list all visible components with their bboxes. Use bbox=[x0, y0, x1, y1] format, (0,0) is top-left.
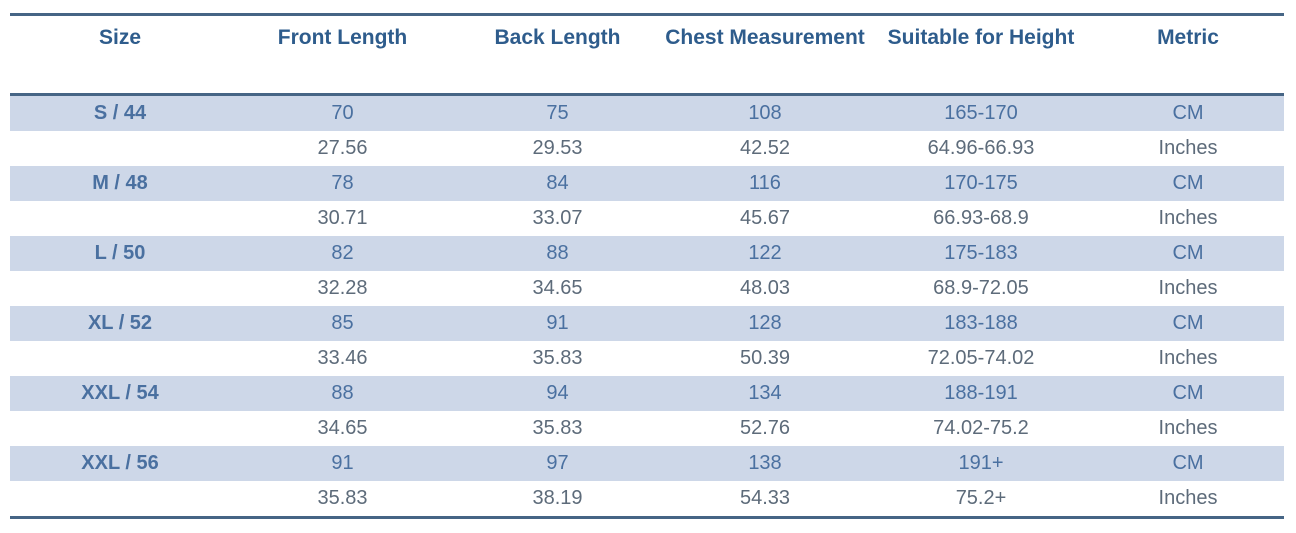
cell-size: L / 50 bbox=[10, 236, 230, 271]
cell-chest: 54.33 bbox=[660, 481, 870, 518]
cell-metric: CM bbox=[1092, 94, 1284, 131]
cell-front: 34.65 bbox=[230, 411, 455, 446]
cell-chest: 50.39 bbox=[660, 341, 870, 376]
cell-chest: 52.76 bbox=[660, 411, 870, 446]
cell-front: 30.71 bbox=[230, 201, 455, 236]
cell-height: 72.05-74.02 bbox=[870, 341, 1092, 376]
cell-back: 34.65 bbox=[455, 271, 660, 306]
table-row: XXL / 56 91 97 138 191+ CM bbox=[10, 446, 1284, 481]
column-header-chest-measurement: Chest Measurement bbox=[660, 14, 870, 96]
cell-chest: 48.03 bbox=[660, 271, 870, 306]
cell-size: S / 44 bbox=[10, 94, 230, 131]
cell-size: XXL / 54 bbox=[10, 376, 230, 411]
column-header-metric: Metric bbox=[1092, 14, 1284, 96]
cell-height: 191+ bbox=[870, 446, 1092, 481]
table-row: L / 50 82 88 122 175-183 CM bbox=[10, 236, 1284, 271]
column-header-back-length: Back Length bbox=[455, 14, 660, 96]
cell-chest: 45.67 bbox=[660, 201, 870, 236]
cell-height: 68.9-72.05 bbox=[870, 271, 1092, 306]
cell-metric: Inches bbox=[1092, 341, 1284, 376]
cell-front: 27.56 bbox=[230, 131, 455, 166]
cell-front: 85 bbox=[230, 306, 455, 341]
table-row: XXL / 54 88 94 134 188-191 CM bbox=[10, 376, 1284, 411]
size-chart-container: Size Front Length Back Length Chest Meas… bbox=[10, 13, 1284, 519]
cell-height: 66.93-68.9 bbox=[870, 201, 1092, 236]
cell-size: M / 48 bbox=[10, 166, 230, 201]
cell-height: 75.2+ bbox=[870, 481, 1092, 518]
cell-back: 97 bbox=[455, 446, 660, 481]
table-row: M / 48 78 84 116 170-175 CM bbox=[10, 166, 1284, 201]
cell-back: 94 bbox=[455, 376, 660, 411]
cell-size bbox=[10, 201, 230, 236]
cell-size bbox=[10, 341, 230, 376]
cell-back: 75 bbox=[455, 94, 660, 131]
cell-front: 78 bbox=[230, 166, 455, 201]
cell-chest: 122 bbox=[660, 236, 870, 271]
cell-metric: Inches bbox=[1092, 271, 1284, 306]
cell-height: 183-188 bbox=[870, 306, 1092, 341]
cell-chest: 108 bbox=[660, 94, 870, 131]
table-body: S / 44 70 75 108 165-170 CM 27.56 29.53 42.52 64.… bbox=[10, 94, 1284, 518]
cell-front: 70 bbox=[230, 94, 455, 131]
table-row: 33.46 35.83 50.39 72.05-74.02 Inches bbox=[10, 341, 1284, 376]
cell-chest: 134 bbox=[660, 376, 870, 411]
cell-metric: Inches bbox=[1092, 481, 1284, 518]
cell-front: 32.28 bbox=[230, 271, 455, 306]
cell-metric: CM bbox=[1092, 376, 1284, 411]
cell-front: 91 bbox=[230, 446, 455, 481]
cell-chest: 138 bbox=[660, 446, 870, 481]
cell-back: 88 bbox=[455, 236, 660, 271]
cell-size bbox=[10, 131, 230, 166]
cell-size bbox=[10, 481, 230, 518]
cell-front: 82 bbox=[230, 236, 455, 271]
cell-height: 64.96-66.93 bbox=[870, 131, 1092, 166]
cell-size: XXL / 56 bbox=[10, 446, 230, 481]
cell-front: 88 bbox=[230, 376, 455, 411]
table-row: 27.56 29.53 42.52 64.96-66.93 Inches bbox=[10, 131, 1284, 166]
size-chart-table: Size Front Length Back Length Chest Meas… bbox=[10, 13, 1284, 519]
table-row: 32.28 34.65 48.03 68.9-72.05 Inches bbox=[10, 271, 1284, 306]
table-row: XL / 52 85 91 128 183-188 CM bbox=[10, 306, 1284, 341]
cell-back: 29.53 bbox=[455, 131, 660, 166]
cell-height: 188-191 bbox=[870, 376, 1092, 411]
cell-back: 91 bbox=[455, 306, 660, 341]
cell-chest: 42.52 bbox=[660, 131, 870, 166]
cell-size bbox=[10, 271, 230, 306]
cell-size bbox=[10, 411, 230, 446]
cell-size: XL / 52 bbox=[10, 306, 230, 341]
cell-back: 33.07 bbox=[455, 201, 660, 236]
cell-metric: Inches bbox=[1092, 201, 1284, 236]
cell-back: 35.83 bbox=[455, 411, 660, 446]
cell-back: 35.83 bbox=[455, 341, 660, 376]
cell-height: 175-183 bbox=[870, 236, 1092, 271]
column-header-suitable-height: Suitable for Height bbox=[870, 14, 1092, 96]
cell-chest: 116 bbox=[660, 166, 870, 201]
cell-metric: Inches bbox=[1092, 131, 1284, 166]
cell-metric: CM bbox=[1092, 166, 1284, 201]
table-row: 30.71 33.07 45.67 66.93-68.9 Inches bbox=[10, 201, 1284, 236]
column-header-size: Size bbox=[10, 14, 230, 96]
table-row: 35.83 38.19 54.33 75.2+ Inches bbox=[10, 481, 1284, 518]
cell-height: 165-170 bbox=[870, 94, 1092, 131]
cell-height: 170-175 bbox=[870, 166, 1092, 201]
cell-metric: CM bbox=[1092, 446, 1284, 481]
cell-front: 35.83 bbox=[230, 481, 455, 518]
table-row: S / 44 70 75 108 165-170 CM bbox=[10, 94, 1284, 131]
cell-metric: CM bbox=[1092, 236, 1284, 271]
cell-chest: 128 bbox=[660, 306, 870, 341]
header-row: Size Front Length Back Length Chest Meas… bbox=[10, 14, 1284, 96]
cell-back: 84 bbox=[455, 166, 660, 201]
cell-front: 33.46 bbox=[230, 341, 455, 376]
cell-back: 38.19 bbox=[455, 481, 660, 518]
cell-metric: CM bbox=[1092, 306, 1284, 341]
column-header-front-length: Front Length bbox=[230, 14, 455, 96]
table-row: 34.65 35.83 52.76 74.02-75.2 Inches bbox=[10, 411, 1284, 446]
cell-metric: Inches bbox=[1092, 411, 1284, 446]
cell-height: 74.02-75.2 bbox=[870, 411, 1092, 446]
